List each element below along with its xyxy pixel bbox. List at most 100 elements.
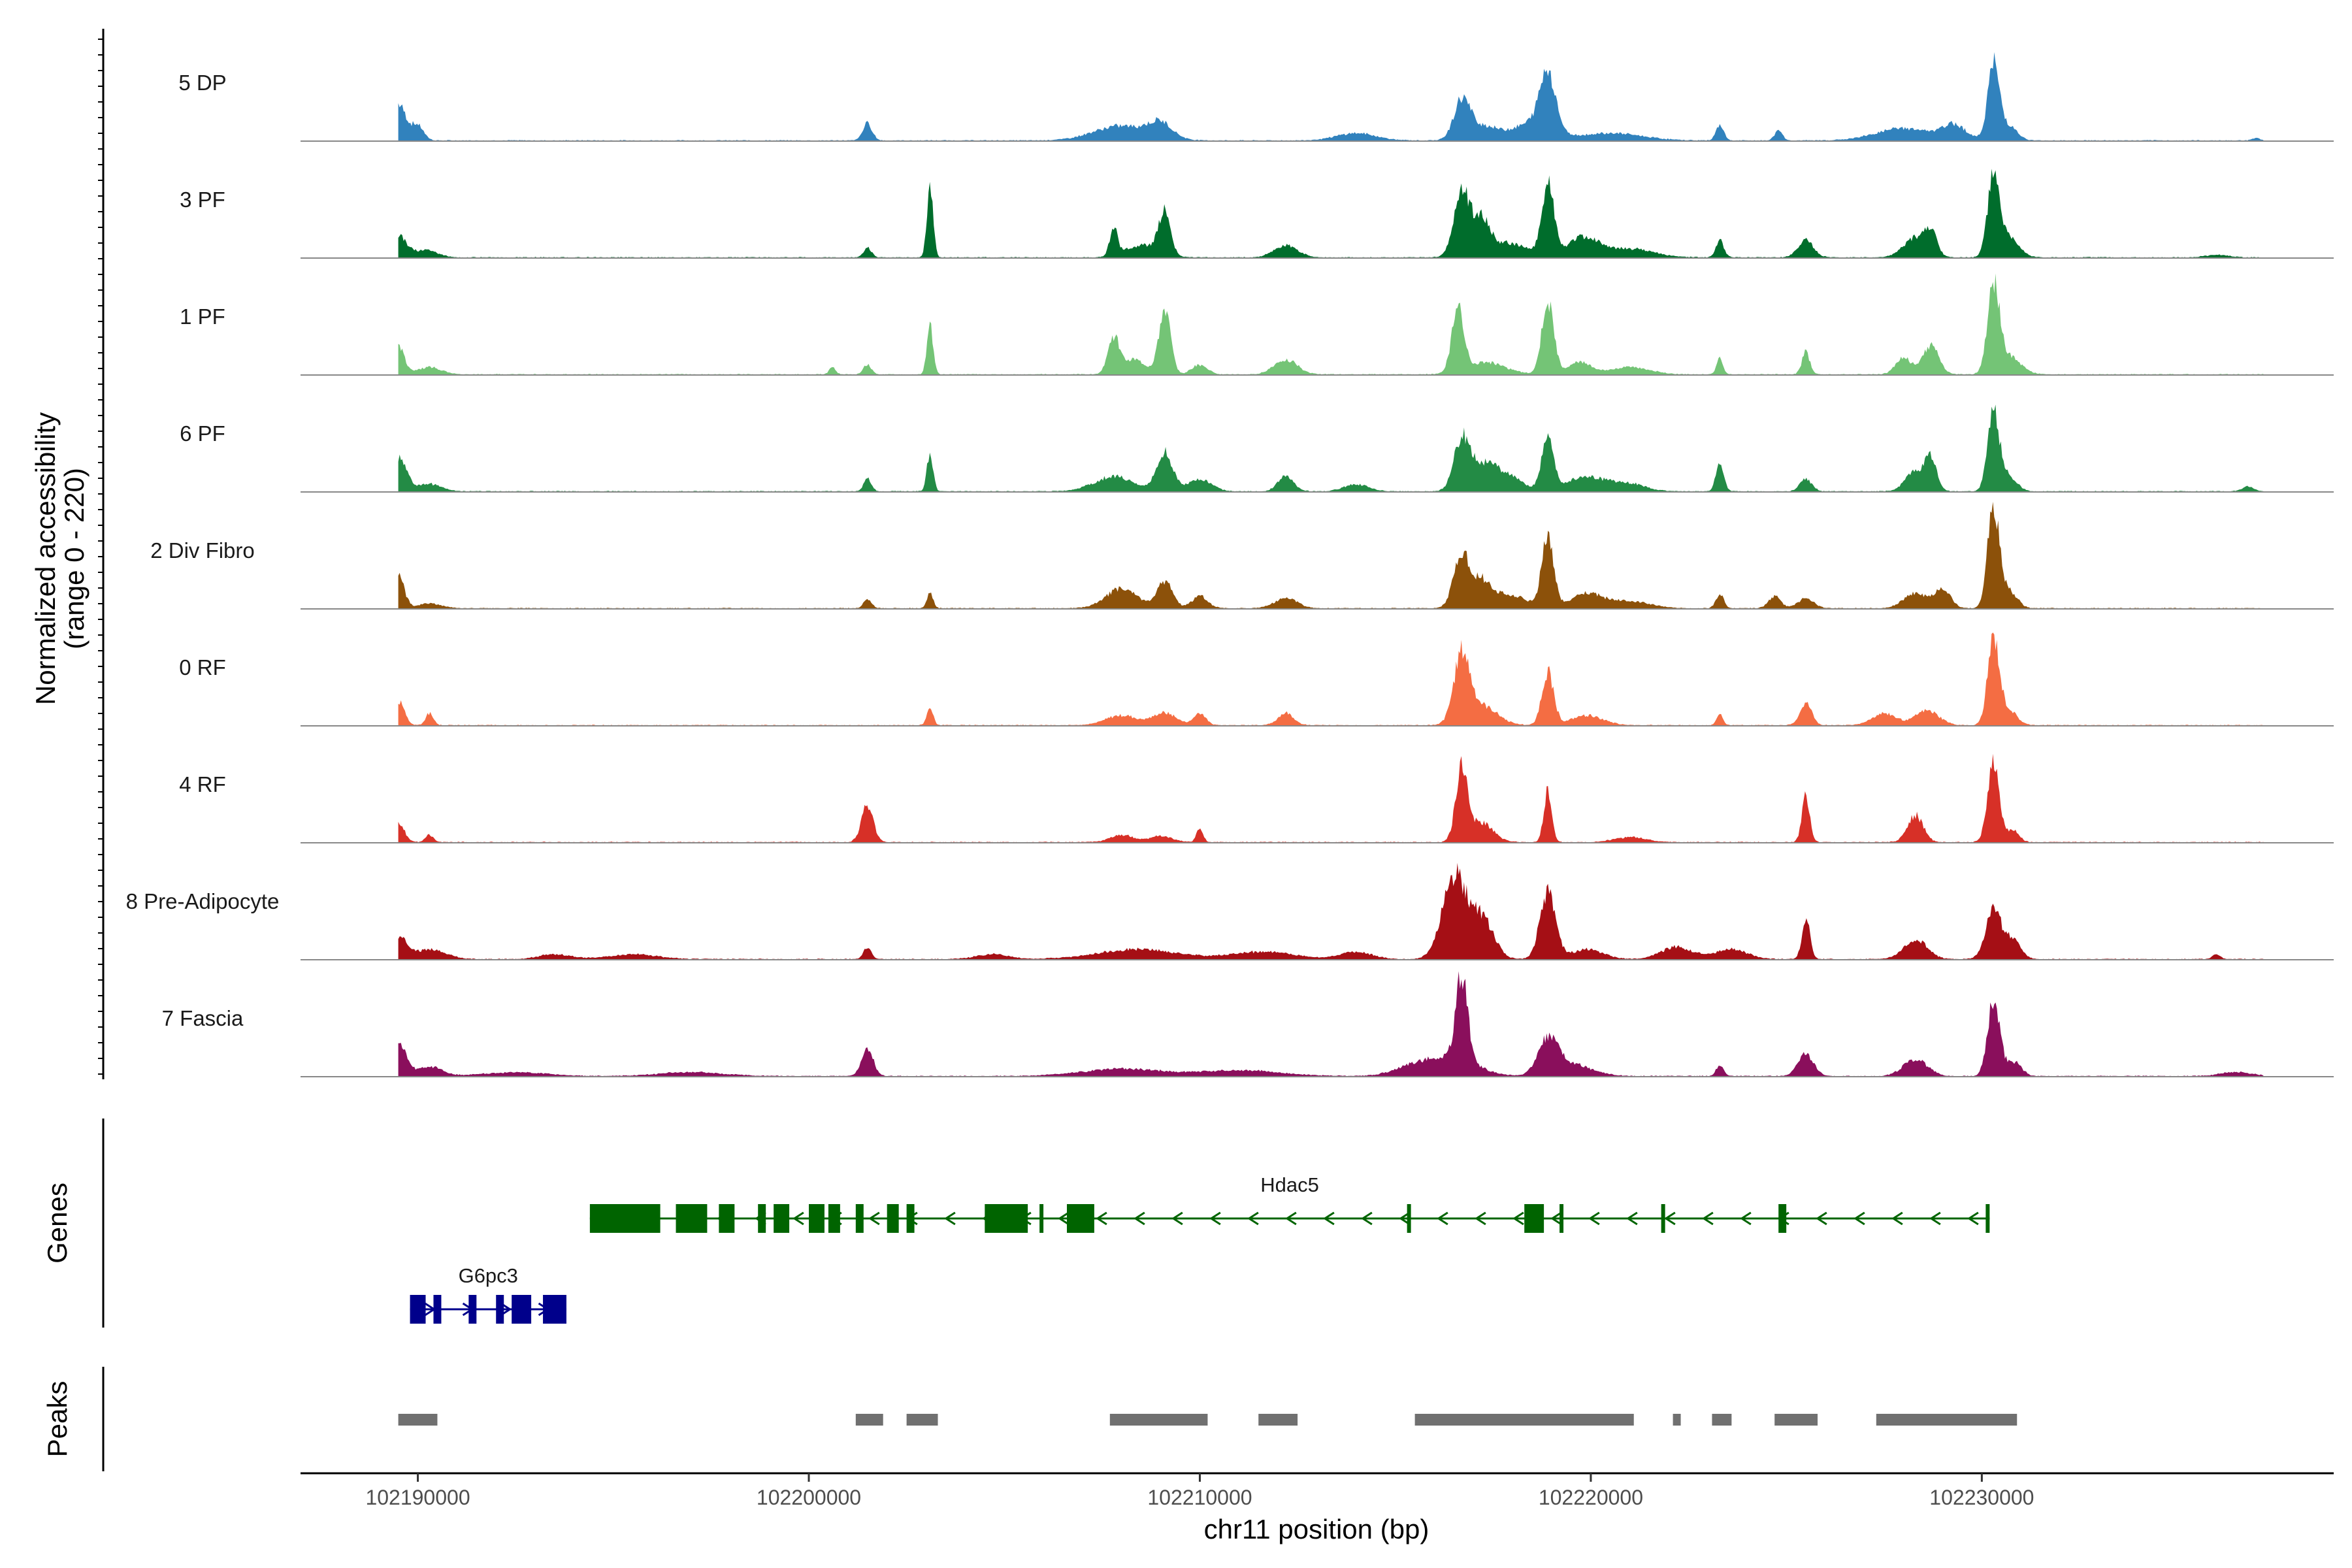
coverage-area-7-fascia	[398, 971, 2264, 1077]
track-label: 7 Fascia	[162, 1006, 244, 1030]
x-tick-label: 102210000	[1147, 1486, 1252, 1509]
exon	[543, 1295, 566, 1324]
exon	[1661, 1204, 1665, 1233]
strand-arrow	[1512, 1211, 1524, 1226]
strand-arrow	[868, 1211, 880, 1226]
peaks-panel-label: Peaks	[42, 1381, 73, 1458]
exon	[468, 1295, 477, 1324]
genes-panel-label: Genes	[42, 1183, 73, 1264]
track-6-pf: 6 PF	[180, 404, 2334, 493]
exon	[1039, 1204, 1044, 1233]
peak-region	[1258, 1414, 1298, 1426]
exon	[1985, 1204, 1990, 1233]
strand-arrow	[1740, 1211, 1752, 1226]
strand-arrow	[1664, 1211, 1676, 1226]
strand-arrow	[1209, 1211, 1221, 1226]
peak-region	[1414, 1414, 1634, 1426]
track-label: 0 RF	[179, 655, 226, 679]
coverage-area-2-div-fibro	[398, 502, 2264, 609]
track-4-rf: 4 RF	[179, 753, 2334, 843]
peak-region	[1673, 1414, 1681, 1426]
y-axis-title-line2: (range 0 - 220)	[59, 468, 90, 649]
gene-annotations: Hdac5 G6pc3	[410, 1173, 1990, 1324]
strand-arrow	[1588, 1211, 1600, 1226]
x-tick-label: 102200000	[757, 1486, 861, 1509]
exon	[985, 1204, 1028, 1233]
peak-region	[1109, 1414, 1208, 1426]
exon	[1778, 1204, 1787, 1233]
strand-arrow	[1929, 1211, 1941, 1226]
strand-arrow	[1096, 1211, 1107, 1226]
track-label: 3 PF	[180, 188, 225, 212]
peak-region	[1712, 1414, 1732, 1426]
gene-label: Hdac5	[1260, 1173, 1319, 1196]
track-7-fascia: 7 Fascia	[162, 971, 2334, 1077]
strand-arrow	[1285, 1211, 1297, 1226]
exon	[433, 1295, 442, 1324]
track-3-pf: 3 PF	[180, 169, 2334, 259]
strand-arrow	[1171, 1211, 1183, 1226]
track-label: 6 PF	[180, 421, 225, 446]
gene-g6pc3: G6pc3	[410, 1264, 566, 1324]
coverage-area-1-pf	[398, 273, 2264, 375]
strand-arrow	[500, 1302, 512, 1316]
coverage-area-3-pf	[398, 169, 2264, 258]
x-tick-label: 102220000	[1539, 1486, 1643, 1509]
coverage-area-5-dp	[398, 52, 2264, 141]
exon	[774, 1204, 790, 1233]
exon	[1560, 1204, 1564, 1233]
exon	[410, 1295, 426, 1324]
exon	[1066, 1204, 1094, 1233]
y-axis-title-line1: Normalized accessibility	[30, 412, 61, 705]
exon	[512, 1295, 532, 1324]
exon	[828, 1204, 840, 1233]
strand-arrow	[1247, 1211, 1259, 1226]
exon	[855, 1204, 864, 1233]
exon	[758, 1204, 766, 1233]
coverage-area-8-pre-adipocyte	[398, 862, 2264, 960]
coverage-y-axis-ticks	[98, 39, 103, 1075]
x-axis-ticks: 102190000 102200000 102210000 102220000 1022…	[365, 1473, 2034, 1509]
gene-label: G6pc3	[459, 1264, 518, 1287]
exon	[1407, 1204, 1411, 1233]
strand-arrow	[1967, 1211, 1979, 1226]
exon	[719, 1204, 735, 1233]
strand-arrow	[1323, 1211, 1335, 1226]
x-tick-label: 102190000	[365, 1486, 470, 1509]
strand-arrow	[1361, 1211, 1373, 1226]
strand-arrow	[944, 1211, 956, 1226]
strand-arrow	[792, 1211, 804, 1226]
track-label: 8 Pre-Adipocyte	[126, 889, 280, 913]
track-5-dp: 5 DP	[178, 52, 2334, 142]
exon	[809, 1204, 825, 1233]
coverage-tracks: 5 DP 3 PF 1 PF 6 PF 2 Div Fibro 0 RF 4 RF 8 Pre…	[126, 52, 2334, 1077]
strand-arrow	[1891, 1211, 1903, 1226]
peak-region	[398, 1414, 438, 1426]
peak-region	[906, 1414, 938, 1426]
exon	[496, 1295, 504, 1324]
strand-arrow	[1058, 1211, 1070, 1226]
coverage-area-0-rf	[398, 632, 2264, 726]
track-0-rf: 0 RF	[179, 632, 2334, 727]
exon	[1524, 1204, 1544, 1233]
track-2-div-fibro: 2 Div Fibro	[150, 502, 2334, 610]
track-label: 1 PF	[180, 304, 225, 329]
strand-arrow	[1134, 1211, 1145, 1226]
exon	[589, 1204, 661, 1233]
exon	[906, 1204, 915, 1233]
gene-hdac5: Hdac5	[589, 1173, 1990, 1233]
track-1-pf: 1 PF	[180, 273, 2334, 376]
strand-arrow	[1854, 1211, 1865, 1226]
x-tick-label: 102230000	[1929, 1486, 2034, 1509]
x-axis-title: chr11 position (bp)	[1204, 1514, 1429, 1544]
peak-region	[1876, 1414, 2017, 1426]
strand-arrow	[1475, 1211, 1486, 1226]
peak-region	[855, 1414, 883, 1426]
exon	[676, 1204, 708, 1233]
strand-arrow	[1437, 1211, 1448, 1226]
coverage-area-6-pf	[398, 404, 2264, 492]
coverage-area-4-rf	[398, 753, 2264, 843]
strand-arrow	[1550, 1211, 1562, 1226]
peak-regions	[398, 1414, 2017, 1426]
